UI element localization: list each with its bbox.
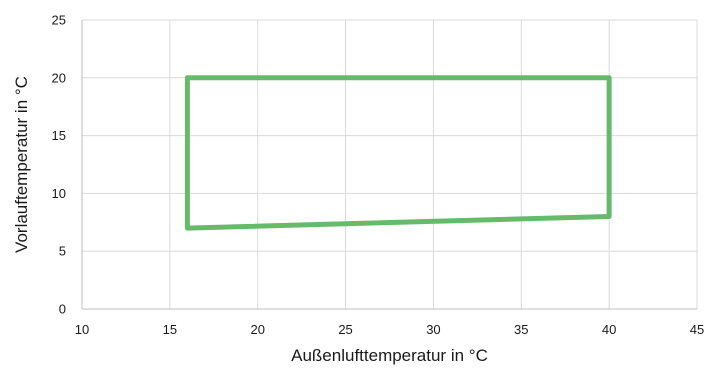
- x-tick-label: 10: [75, 322, 89, 337]
- x-tick-label: 20: [250, 322, 264, 337]
- x-tick-label: 15: [163, 322, 177, 337]
- axes: [81, 20, 697, 310]
- series-line-0: [184, 75, 612, 231]
- y-tick-label: 10: [52, 186, 66, 201]
- y-tick-labels: 0 5 10 15 20 25: [52, 13, 66, 317]
- y-axis-title: Vorlauftemperatur in °C: [12, 76, 31, 253]
- y-tick-label: 25: [52, 13, 66, 28]
- x-tick-label: 25: [338, 322, 352, 337]
- y-tick-label: 15: [52, 128, 66, 143]
- grid: [82, 19, 698, 309]
- x-axis-title: Außenlufttemperatur in °C: [291, 346, 488, 365]
- x-tick-label: 45: [690, 322, 704, 337]
- x-tick-label: 30: [426, 322, 440, 337]
- x-tick-labels: 10 15 20 25 30 35 40 45: [75, 322, 704, 337]
- y-tick-label: 20: [52, 70, 66, 85]
- series-group: [184, 75, 612, 231]
- y-tick-label: 5: [59, 244, 66, 259]
- y-tick-label: 0: [59, 302, 66, 317]
- x-tick-label: 35: [514, 322, 528, 337]
- x-tick-label: 40: [602, 322, 616, 337]
